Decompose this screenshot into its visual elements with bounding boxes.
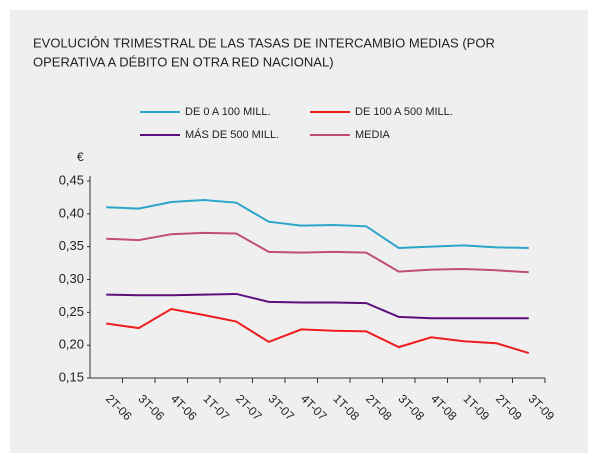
y-axis-label: € [77,150,84,164]
y-tick-label: 0,15 [59,369,84,384]
series-line [106,231,529,274]
series-line [106,292,529,320]
y-tick-label: 0,35 [59,238,84,253]
legend-label: DE 100 A 500 MILL. [355,106,453,118]
y-tick-label: 0,30 [59,271,84,286]
legend-label: DE 0 A 100 MILL. [185,106,271,118]
chart-subtitle: OPERATIVA A DÉBITO EN OTRA RED NACIONAL) [33,54,334,69]
chart-title: EVOLUCIÓN TRIMESTRAL DE LAS TASAS DE INT… [33,35,495,50]
y-tick-label: 0,20 [59,337,84,352]
legend-label: MÁS DE 500 MILL. [185,128,279,141]
y-tick-label: 0,45 [59,172,84,187]
y-tick-label: 0,40 [59,205,84,220]
y-tick-label: 0,25 [59,304,84,319]
legend-label: MEDIA [355,129,391,141]
series-line [106,307,530,355]
panel [10,10,588,453]
series-line [106,199,529,249]
